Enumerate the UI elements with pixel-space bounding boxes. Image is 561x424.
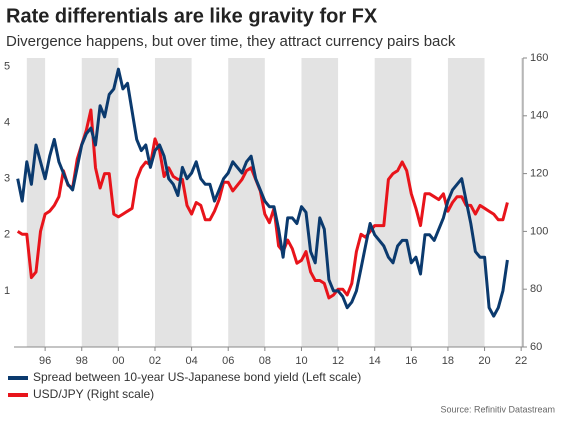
y2-tick-label: 60: [530, 341, 542, 353]
x-tick-label: 96: [39, 355, 51, 367]
chart-subtitle: Divergence happens, but over time, they …: [6, 33, 456, 50]
x-tick-label: 02: [149, 355, 161, 367]
shaded-band: [301, 58, 339, 347]
y-tick-label: 3: [4, 173, 10, 185]
y2-tick-label: 140: [530, 110, 548, 122]
x-tick-label: 04: [185, 355, 197, 367]
legend-label: USD/JPY (Right scale): [33, 387, 154, 401]
series-line: [16, 67, 509, 318]
shaded-band: [228, 58, 265, 347]
y-tick-label: 4: [4, 116, 10, 128]
x-tick-label: 06: [222, 355, 234, 367]
x-tick-label: 00: [112, 355, 124, 367]
y-tick-label: 5: [4, 60, 10, 72]
x-tick-label: 20: [478, 355, 490, 367]
y2-tick-label: 80: [530, 283, 542, 295]
shaded-band: [374, 58, 412, 347]
x-tick-label: 08: [259, 355, 271, 367]
x-tick-label: 10: [295, 355, 307, 367]
chart-title: Rate differentials are like gravity for …: [6, 5, 378, 27]
source: Source: Refinitiv Datastream: [440, 404, 555, 414]
shaded-band: [26, 58, 46, 347]
y2-tick-label: 100: [530, 225, 548, 237]
legend-label: Spread between 10-year US-Japanese bond …: [33, 370, 361, 384]
shaded-band: [521, 58, 523, 347]
y2-tick-label: 160: [530, 52, 548, 64]
x-tick-label: 16: [405, 355, 417, 367]
x-tick-label: 98: [76, 355, 88, 367]
x-tick-label: 12: [332, 355, 344, 367]
x-tick-label: 18: [442, 355, 454, 367]
y2-tick-label: 120: [530, 168, 548, 180]
x-tick-label: 22: [515, 355, 527, 367]
series-line: [16, 108, 509, 300]
y-tick-label: 2: [4, 229, 10, 241]
x-tick-label: 14: [369, 355, 381, 367]
y-tick-label: 1: [4, 285, 10, 297]
